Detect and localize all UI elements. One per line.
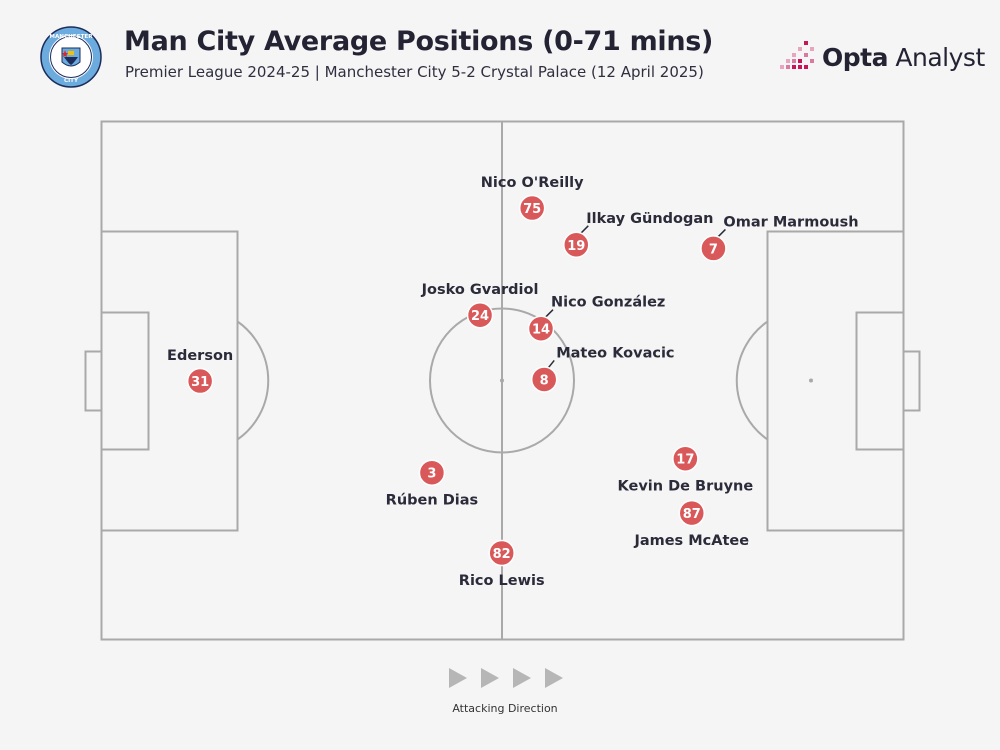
player-number: 3 (427, 467, 436, 482)
player-number: 14 (532, 323, 550, 338)
player-dot (678, 499, 706, 527)
left-six-yard-box (100, 311, 150, 451)
player-marker: Mateo Kovacic 8 (530, 345, 675, 393)
right-penalty-arc (735, 320, 769, 441)
player-name: James McAtee (633, 533, 749, 549)
chart-title: Man City Average Positions (0-71 mins) (124, 26, 714, 57)
player-number: 19 (567, 239, 585, 254)
left-penalty-arc (236, 320, 270, 441)
crest-text-bottom: CITY (64, 78, 79, 84)
player-marker: Rico Lewis 82 (459, 539, 545, 589)
manchester-city-crest-icon: MANCHESTER CITY (40, 26, 102, 88)
crest-text-top: MANCHESTER (49, 34, 93, 40)
player-dot (700, 235, 727, 262)
right-goal (902, 350, 921, 412)
player-dot (518, 194, 546, 222)
player-dot (466, 301, 494, 329)
left-penalty-area (100, 230, 239, 532)
right-penalty-area (766, 230, 905, 532)
attacking-direction-label: Attacking Direction (452, 702, 558, 715)
centre-spot (500, 378, 504, 383)
player-number: 31 (191, 375, 209, 390)
brand: Opta Analyst (780, 40, 985, 74)
player-dot (672, 445, 699, 472)
player-name: Ederson (167, 348, 233, 364)
right-penalty-spot (809, 378, 813, 383)
player-number: 82 (493, 547, 511, 562)
player-marker: Rúben Dias 3 (386, 459, 479, 509)
player-number: 7 (709, 242, 718, 257)
player-dot (186, 367, 214, 395)
opta-analyst-logo-icon (780, 41, 814, 69)
brand-text: Opta Analyst (822, 43, 985, 72)
chart-subtitle: Premier League 2024-25 | Manchester City… (125, 63, 704, 81)
player-marker: Kevin De Bruyne 17 (618, 445, 754, 495)
player-number: 17 (676, 453, 694, 468)
player-dot (527, 315, 555, 342)
header: MANCHESTER CITY Man City Average Positio… (0, 0, 1000, 110)
brand-text-light: Analyst (887, 42, 985, 72)
player-number: 24 (471, 309, 489, 324)
player-name: Kevin De Bruyne (618, 479, 754, 495)
player-name: Rúben Dias (386, 493, 479, 509)
player-number: 87 (683, 507, 701, 522)
player-dot (530, 366, 558, 393)
player-name: Rico Lewis (459, 573, 545, 589)
player-name: Ilkay Gündogan (586, 211, 713, 227)
player-dot (488, 539, 515, 567)
player-name: Nico O'Reilly (481, 175, 584, 191)
player-marker: Nico O'Reilly 75 (481, 175, 584, 222)
centre-circle (429, 307, 575, 454)
player-name: Josko Gvardiol (421, 282, 539, 298)
player-dot (563, 231, 590, 259)
player-name: Mateo Kovacic (556, 345, 674, 361)
left-goal (84, 350, 103, 412)
player-marker: Ederson 31 (167, 348, 233, 395)
player-name: Omar Marmoush (723, 214, 858, 230)
player-marker: Omar Marmoush 7 (700, 214, 859, 262)
players-layer: Ederson 31 Rúben Dias 3 Josko Gvardiol 24 Rico… (167, 175, 859, 589)
player-marker: James McAtee 87 (633, 499, 749, 549)
right-six-yard-box (855, 311, 905, 451)
player-number: 8 (540, 373, 549, 388)
player-name: Nico González (551, 295, 665, 311)
player-marker: Josko Gvardiol 24 (421, 282, 539, 329)
brand-text-bold: Opta (822, 42, 888, 72)
player-dot (418, 459, 446, 486)
player-number: 75 (523, 202, 541, 217)
